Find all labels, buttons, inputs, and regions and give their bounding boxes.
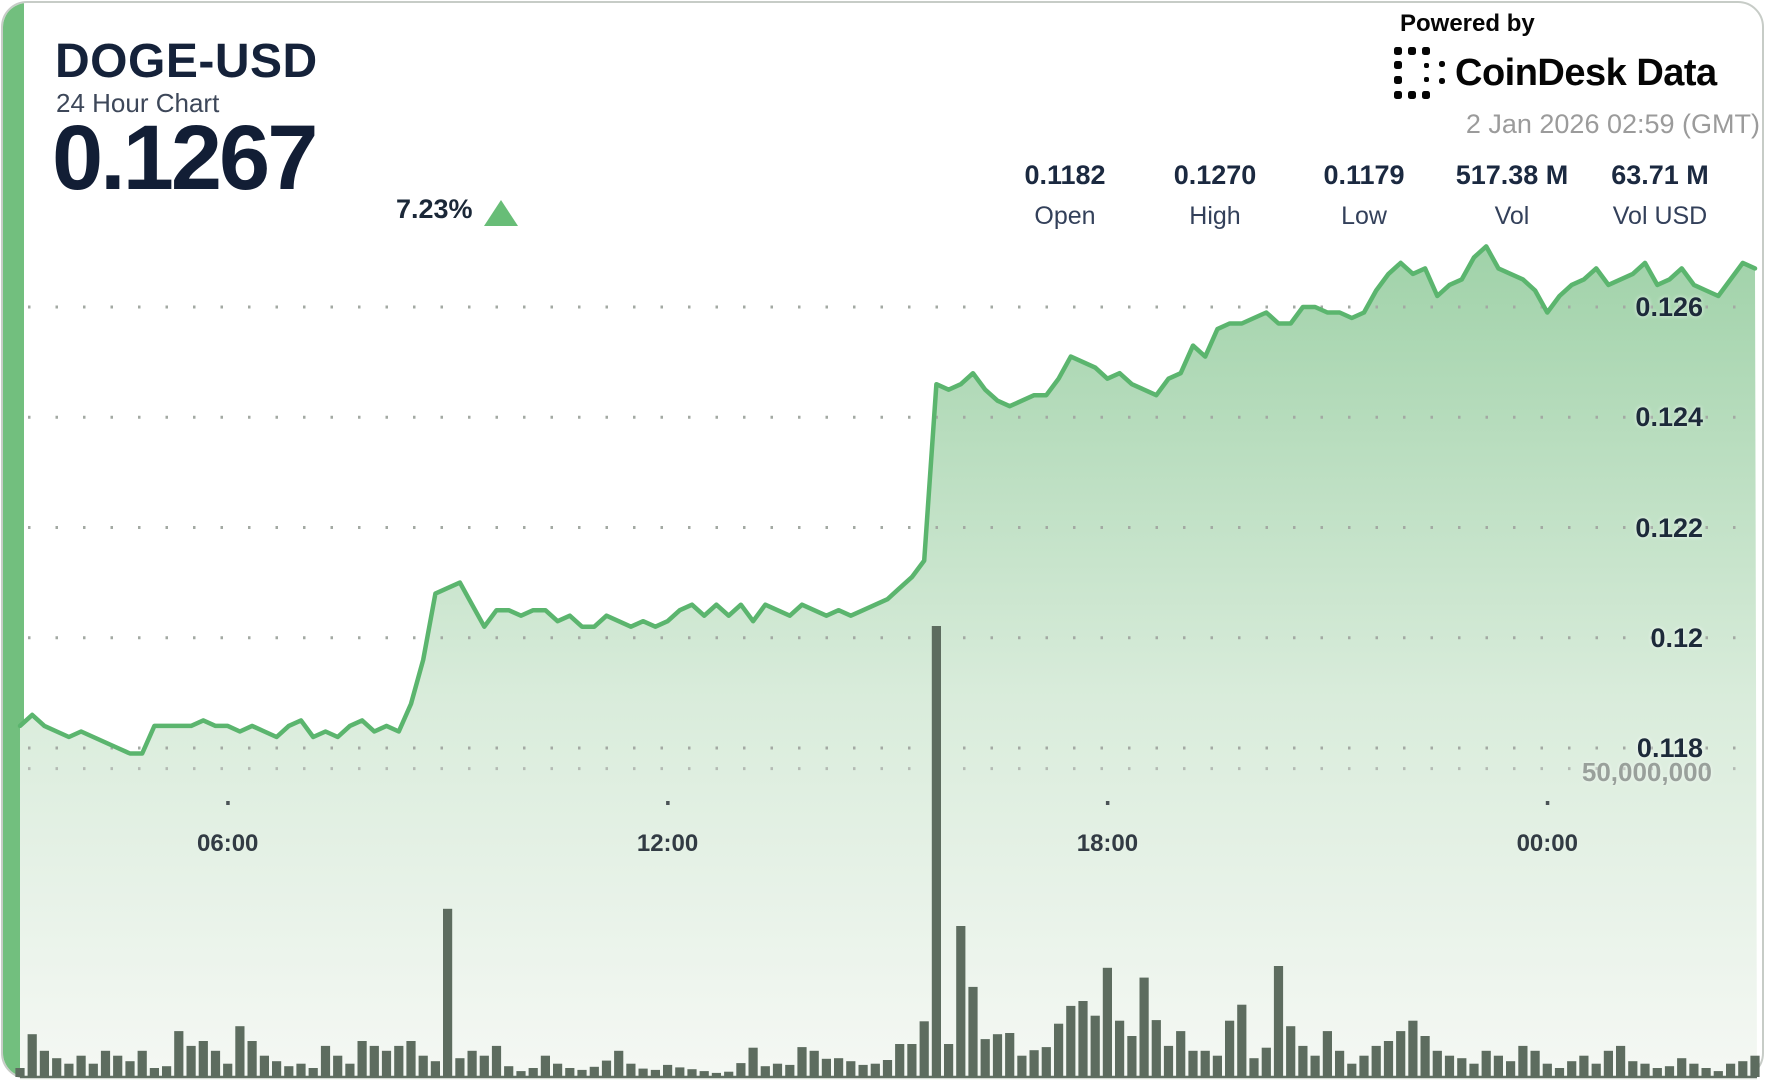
x-axis-label-0600: 06:00 xyxy=(197,830,259,857)
volume-bars xyxy=(15,626,1760,1077)
symbol-title: DOGE-USD xyxy=(55,35,318,88)
stat-low-label: Low xyxy=(1341,202,1387,230)
current-price: 0.1267 xyxy=(52,107,318,209)
stat-low-value: 0.1179 xyxy=(1323,160,1405,190)
up-arrow-icon xyxy=(484,200,518,226)
coindesk-dots-icon xyxy=(1394,47,1445,99)
coindesk-logo: CoinDesk Data xyxy=(1394,47,1717,99)
y-axis-label-0124: 0.124 xyxy=(1635,402,1703,433)
change-percent: 7.23% xyxy=(396,194,473,224)
stat-low: 0.1179 Low xyxy=(1289,160,1439,231)
powered-by-label: Powered by xyxy=(1400,10,1535,37)
stat-vol-label: Vol xyxy=(1494,202,1530,230)
x-axis-label-1200: 12:00 xyxy=(636,830,699,857)
stat-vol-usd-label: Vol USD xyxy=(1612,202,1708,230)
stat-high: 0.1270 High xyxy=(1140,160,1290,231)
price-area-fill xyxy=(20,246,1757,1080)
price-line xyxy=(17,244,1758,756)
x-axis-label-0000: 00:00 xyxy=(1516,830,1578,857)
left-accent-bar xyxy=(3,3,24,1077)
volume-axis-label-50m: 50,000,000 xyxy=(1581,756,1712,787)
stat-vol-usd-value: 63.71 M xyxy=(1611,160,1709,190)
branding-block: Powered by CoinDesk Data xyxy=(1394,10,1760,140)
y-axis-label-012: 0.12 xyxy=(1650,622,1703,653)
stat-vol: 517.38 M Vol xyxy=(1437,160,1587,231)
x-axis-tick-dots xyxy=(226,801,1550,805)
stat-open: 0.1182 Open xyxy=(990,160,1140,231)
stat-vol-value: 517.38 M xyxy=(1455,160,1569,190)
stat-high-value: 0.1270 xyxy=(1173,160,1257,190)
y-axis-label-0126: 0.126 xyxy=(1635,292,1703,322)
coindesk-logo-text: CoinDesk Data xyxy=(1455,51,1717,94)
stat-open-value: 0.1182 xyxy=(1024,160,1106,190)
y-axis-label-0122: 0.122 xyxy=(1635,512,1703,543)
stat-open-label: Open xyxy=(1034,202,1096,230)
x-axis-label-1800: 18:00 xyxy=(1076,830,1139,857)
y-axis-label-0118: 0.118 xyxy=(1636,733,1703,763)
stat-vol-usd: 63.71 M Vol USD xyxy=(1585,160,1735,231)
stat-high-label: High xyxy=(1189,202,1241,230)
chart-subtitle: 24 Hour Chart xyxy=(56,88,220,118)
timestamp: 2 Jan 2026 02:59 (GMT) xyxy=(1465,109,1760,139)
